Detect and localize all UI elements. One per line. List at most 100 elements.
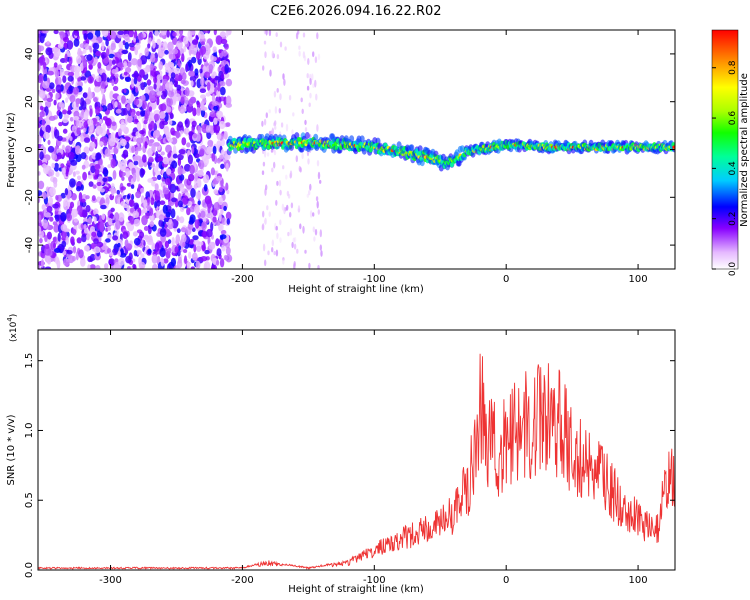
- spectrogram-cell: [299, 167, 302, 173]
- spectrogram-cell: [220, 208, 224, 215]
- spectrogram-cell: [151, 181, 156, 187]
- spectrogram-cell: [94, 101, 101, 109]
- spectrogram-cell: [129, 216, 135, 225]
- spectrogram-cell: [184, 87, 190, 97]
- spectrogram-cell: [312, 51, 315, 58]
- spectrogram-cell: [307, 158, 310, 165]
- spectrogram-cell: [202, 65, 207, 74]
- spectrogram-cell: [196, 101, 201, 109]
- spectrogram-cell: [306, 73, 309, 79]
- y-tick-label: 1.5: [24, 353, 35, 369]
- spectrogram-cell: [209, 54, 214, 62]
- spectrogram-cell: [55, 93, 59, 101]
- spectrogram-cell: [48, 115, 56, 121]
- spectrogram-cell: [285, 123, 289, 132]
- spectrogram-cell: [319, 179, 322, 184]
- spectrogram-cell: [171, 197, 177, 203]
- spectrogram-cell: [84, 245, 90, 252]
- spectrogram-cell: [126, 103, 131, 111]
- spectrogram-cell: [191, 56, 197, 64]
- spectrogram-cell: [101, 136, 108, 144]
- spectrogram-cell: [276, 54, 280, 60]
- spectrogram-cell: [182, 72, 187, 81]
- spectrogram-cell: [304, 127, 308, 132]
- spectrogram-cell: [146, 79, 152, 86]
- spectrogram-cell: [141, 100, 147, 110]
- spectrogram-cell: [199, 68, 203, 74]
- spectrogram-cell: [111, 183, 115, 189]
- spectrogram-cell: [199, 148, 205, 157]
- spectrogram-cell: [80, 76, 87, 81]
- spectrogram-cell: [225, 30, 229, 37]
- spectrogram-cell: [161, 83, 166, 93]
- spectrogram-cell: [263, 219, 267, 224]
- spectrogram-cell: [54, 69, 60, 79]
- spectrogram-cell: [276, 180, 279, 186]
- spectrogram-cell: [205, 92, 211, 97]
- spectrogram-cell: [75, 55, 82, 65]
- spectrogram-cell: [188, 131, 194, 137]
- spectrogram-cell: [317, 171, 321, 180]
- spectrogram-cell: [189, 75, 197, 82]
- spectrogram-cell: [186, 142, 191, 148]
- spectrogram-cell: [147, 178, 154, 183]
- y-tick-label: 0.0: [24, 562, 35, 578]
- scale-suffix: ): [9, 314, 19, 318]
- spectrogram-cell: [75, 152, 82, 163]
- spectrogram-cell: [143, 226, 149, 231]
- spectrogram-cell: [89, 257, 94, 263]
- spectrogram-cell: [181, 234, 187, 243]
- spectrogram-cell: [141, 208, 148, 214]
- spectrogram-cell: [312, 226, 315, 233]
- snr-x-axis-label: Height of straight line (km): [288, 584, 424, 595]
- spectrogram-cell: [92, 42, 100, 50]
- spectrogram-cell: [164, 178, 171, 185]
- colorbar-label: Normalized spectral amplitude: [739, 73, 750, 227]
- spectrogram-cell: [143, 199, 148, 209]
- spectrogram-cell: [38, 264, 41, 269]
- spectrogram-cell: [268, 211, 271, 217]
- spectrogram-cell: [44, 235, 48, 243]
- spectrogram-cell: [82, 48, 87, 54]
- spectrogram-cell: [284, 46, 287, 51]
- spectrogram-cell: [149, 63, 154, 71]
- spectrogram-cell: [166, 168, 172, 176]
- spectrogram-cell: [94, 168, 100, 177]
- spectrogram-cell: [314, 79, 317, 88]
- spectrogram-cell: [124, 168, 131, 178]
- spectrogram-cell: [212, 145, 217, 155]
- spectrogram-cell: [218, 196, 224, 206]
- spectrogram-cell: [121, 159, 128, 165]
- spectrogram-cell: [200, 45, 207, 55]
- spectrogram-cell: [170, 208, 176, 219]
- spectrogram-cell: [202, 30, 209, 34]
- spectrogram-cell: [38, 56, 46, 64]
- spectrogram-cell: [225, 246, 231, 256]
- spectrogram-cell: [117, 141, 121, 149]
- spectrogram-cell: [119, 122, 127, 132]
- spectrogram-cell: [188, 45, 192, 56]
- spectrogram-cell: [94, 50, 102, 57]
- spectrogram-cell: [95, 106, 100, 116]
- spectrogram-cell: [179, 106, 186, 114]
- spectrogram-cell: [72, 86, 80, 95]
- spectrogram-cell: [111, 69, 117, 74]
- spectrogram-cell: [262, 161, 266, 167]
- spectrogram-cell: [191, 227, 196, 232]
- spectrogram-cell: [214, 75, 220, 81]
- spectrogram-cell: [107, 226, 111, 231]
- snr-scale-factor: (x104): [6, 314, 19, 342]
- spectrogram-cell: [268, 109, 271, 114]
- spectrogram-cell: [71, 193, 77, 201]
- spectrogram-cell: [201, 231, 208, 238]
- spectrogram-cell: [133, 31, 138, 39]
- spectrogram-cell: [75, 100, 79, 108]
- spectrogram-cell: [297, 205, 301, 213]
- spectrogram-cell: [148, 156, 154, 163]
- spectrogram-cell: [87, 216, 92, 224]
- spectrogram-cell: [86, 233, 90, 241]
- snr-y-axis-label: SNR (10 * v/v): [6, 414, 17, 485]
- spectrogram-cell: [110, 207, 115, 212]
- spectrogram-cell: [134, 155, 142, 161]
- spectrogram-cell: [317, 53, 321, 61]
